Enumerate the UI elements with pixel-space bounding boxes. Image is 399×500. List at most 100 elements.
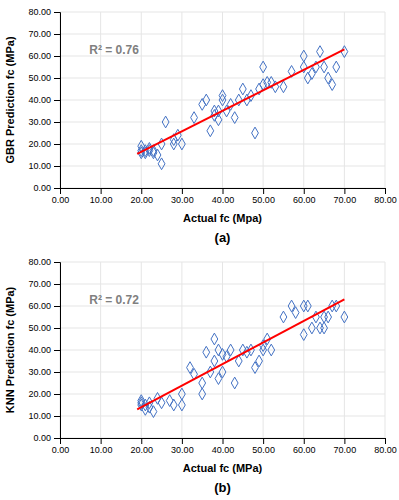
y-axis-line: [54, 13, 61, 189]
y-tick-mark: [54, 328, 60, 329]
y-tick: 30.00: [28, 367, 60, 377]
panel-label: (a): [215, 230, 231, 245]
x-tick: 80.00: [374, 188, 397, 205]
panel: 0.00 10.00 20.00 30.00 40.00 50.00 60.00 70.00 8…: [4, 257, 397, 495]
plot-area: [137, 299, 348, 417]
x-axis-title: Actual fc (MPa): [183, 462, 263, 474]
x-tick-mark: [344, 188, 345, 194]
grid-line-y: [60, 394, 385, 395]
grid-line-y: [60, 34, 385, 35]
grid-line-y: [60, 12, 385, 13]
x-tick: 60.00: [293, 188, 316, 205]
x-tick-label: 10.00: [90, 195, 113, 205]
y-tick: 0.00: [33, 183, 60, 193]
grid-line-y: [60, 262, 385, 263]
y-tick: 50.00: [28, 73, 60, 83]
scatter-point: [227, 344, 234, 356]
grid-line-y: [60, 350, 385, 351]
x-axis: 0.0010.0020.0030.0040.0050.0060.0070.008…: [52, 188, 397, 205]
x-tick-mark: [182, 438, 183, 444]
scatter-point: [300, 300, 307, 312]
scatter-point: [207, 125, 214, 137]
x-tick: 70.00: [334, 188, 357, 205]
scatter-point: [158, 158, 165, 170]
y-tick-mark: [54, 56, 60, 57]
y-tick-mark: [54, 306, 60, 307]
y-tick-label: 40.00: [28, 345, 51, 355]
scatter-point: [308, 322, 315, 334]
x-tick-mark: [385, 188, 386, 194]
x-tick-mark: [101, 188, 102, 194]
y-tick-label: 80.00: [28, 257, 51, 267]
panel-label: (b): [214, 480, 231, 495]
grid-line-y: [60, 284, 385, 285]
x-tick-label: 80.00: [374, 445, 397, 455]
y-axis: 0.00 10.00 20.00 30.00 40.00 50.00 60.00 70.00 8…: [28, 257, 60, 443]
grid-line-y: [60, 166, 385, 167]
x-tick-mark: [263, 188, 264, 194]
x-tick-label: 40.00: [212, 445, 235, 455]
scatter-point: [150, 406, 157, 418]
y-tick: 60.00: [28, 301, 60, 311]
y-tick-label: 0.00: [33, 183, 51, 193]
scatter-point: [219, 366, 226, 378]
scatter-point: [333, 61, 340, 73]
x-tick-label: 0.00: [52, 445, 70, 455]
plot-area: [137, 46, 348, 170]
x-tick-label: 70.00: [334, 195, 357, 205]
y-tick-mark: [54, 350, 60, 351]
scatter-point: [166, 395, 173, 407]
scatter-point: [191, 112, 198, 124]
trend-line: [137, 299, 344, 409]
scatter-point: [154, 149, 161, 161]
scatter-point: [268, 344, 275, 356]
y-tick-label: 30.00: [28, 117, 51, 127]
scatter-point: [170, 138, 177, 150]
panel: 0.0010.0020.0030.0040.0050.0060.0070.008…: [4, 7, 397, 245]
x-tick-label: 0.00: [52, 195, 70, 205]
x-tick: 60.00: [293, 438, 316, 455]
scatter-point: [260, 61, 267, 73]
x-tick-label: 30.00: [171, 195, 194, 205]
scatter-point: [170, 399, 177, 411]
x-tick-mark: [141, 438, 142, 444]
grid-line-y: [60, 416, 385, 417]
y-tick-mark: [54, 188, 60, 189]
x-tick-label: 60.00: [293, 195, 316, 205]
x-tick-label: 10.00: [90, 445, 113, 455]
grid-line-y: [60, 328, 385, 329]
scatter-point: [304, 300, 311, 312]
grid-line-y: [60, 144, 385, 145]
y-tick: 50.00: [28, 323, 60, 333]
y-tick: 0.00: [33, 433, 60, 443]
x-tick-mark: [263, 438, 264, 444]
x-tick-mark: [344, 438, 345, 444]
grid: [60, 262, 385, 438]
y-tick-mark: [54, 12, 60, 13]
x-axis-title: Actual fc (Mpa): [183, 212, 262, 224]
y-tick-mark: [54, 122, 60, 123]
grid-line-y: [60, 100, 385, 101]
y-tick-label: 20.00: [28, 139, 51, 149]
scatter-point: [199, 388, 206, 400]
y-tick: 70.00: [28, 279, 60, 289]
y-tick-label: 80.00: [28, 7, 51, 17]
y-tick-mark: [54, 416, 60, 417]
y-tick: 30.00: [28, 117, 60, 127]
scatter-point: [317, 46, 324, 58]
grid: [60, 12, 385, 188]
grid-line-y: [60, 122, 385, 123]
y-tick: 20.00: [28, 389, 60, 399]
x-tick: 20.00: [130, 188, 153, 205]
x-tick-label: 60.00: [293, 445, 316, 455]
x-tick-label: 70.00: [334, 445, 357, 455]
y-tick: 20.00: [28, 139, 60, 149]
y-tick-label: 0.00: [33, 433, 51, 443]
scatter-point: [162, 116, 169, 128]
y-tick-label: 30.00: [28, 367, 51, 377]
y-tick: 10.00: [28, 411, 60, 421]
y-tick-mark: [54, 144, 60, 145]
x-tick-label: 30.00: [171, 445, 194, 455]
scatter-point: [219, 94, 226, 106]
y-tick: 60.00: [28, 51, 60, 61]
